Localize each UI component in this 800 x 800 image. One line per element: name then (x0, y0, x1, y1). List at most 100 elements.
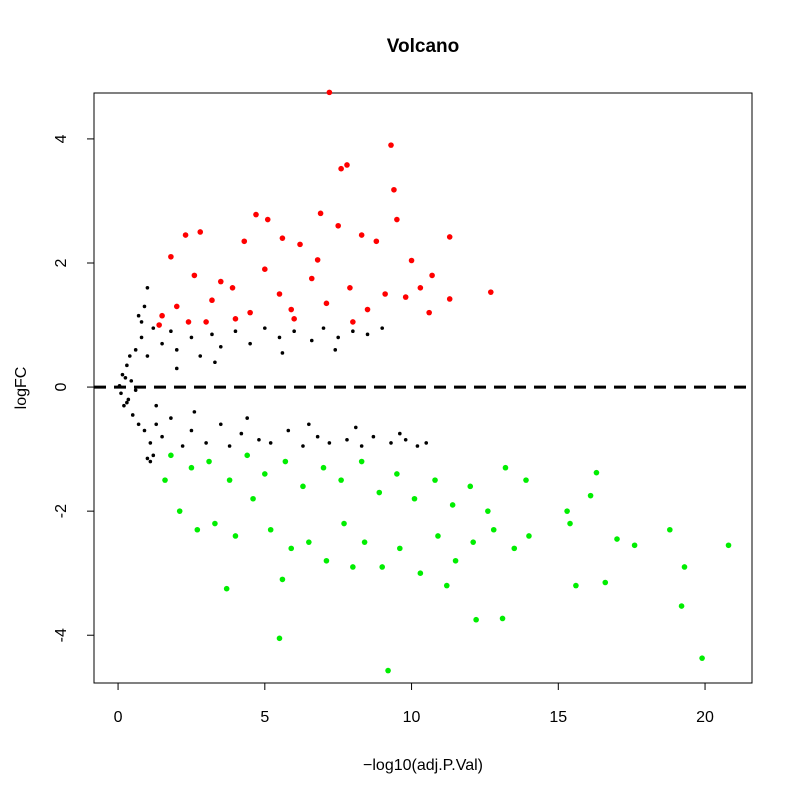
point (282, 458, 289, 465)
point (350, 564, 356, 570)
point (226, 477, 233, 483)
point (189, 428, 194, 433)
point (279, 235, 286, 241)
point (473, 616, 479, 623)
point (120, 372, 125, 377)
point (206, 458, 212, 465)
point (323, 300, 330, 307)
point (148, 459, 153, 464)
point (394, 216, 400, 223)
point (417, 285, 424, 291)
y-tick-label: 2 (53, 258, 70, 267)
y-tick-label: -4 (53, 628, 70, 642)
point (511, 545, 518, 552)
x-tick-label: 5 (260, 709, 269, 726)
point (359, 444, 364, 448)
point (245, 416, 250, 420)
point (263, 326, 267, 330)
point (361, 539, 368, 545)
point (197, 229, 204, 235)
point (314, 257, 321, 263)
point (365, 332, 370, 337)
point (567, 520, 573, 527)
point (587, 492, 594, 499)
point (139, 335, 144, 340)
point (446, 234, 453, 240)
point (470, 539, 476, 545)
point (350, 319, 356, 325)
point (174, 348, 179, 352)
point (136, 313, 141, 318)
point (125, 400, 129, 405)
point (145, 354, 150, 358)
point (264, 216, 271, 223)
point (198, 354, 203, 358)
point (446, 296, 453, 302)
point (122, 403, 126, 408)
point (154, 422, 159, 427)
point (321, 326, 326, 330)
point (250, 495, 256, 502)
point (203, 319, 209, 325)
point (499, 615, 506, 622)
point (288, 545, 295, 552)
point (614, 536, 620, 542)
point (232, 533, 239, 539)
point (699, 655, 705, 661)
point (452, 557, 459, 564)
point (341, 520, 347, 527)
point (156, 322, 162, 328)
point (379, 564, 386, 570)
point (217, 278, 224, 285)
point (160, 434, 164, 439)
point (288, 306, 295, 313)
x-tick-label: 15 (549, 709, 567, 726)
point (213, 360, 217, 365)
point (490, 526, 497, 533)
point (173, 303, 180, 310)
point (403, 438, 408, 442)
y-tick-label: 0 (53, 383, 70, 392)
point (257, 438, 261, 442)
point (128, 354, 132, 358)
point (307, 422, 311, 427)
point (389, 441, 393, 445)
point (277, 335, 282, 340)
point (218, 422, 223, 427)
point (347, 285, 353, 291)
point (432, 477, 438, 483)
point (279, 576, 286, 583)
point (364, 306, 371, 313)
point (276, 635, 283, 642)
point (424, 441, 429, 445)
x-axis-label: −log10(adj.P.Val) (363, 757, 483, 774)
point (189, 335, 194, 340)
point (435, 533, 441, 539)
point (380, 326, 385, 330)
point (280, 351, 285, 355)
point (678, 603, 685, 609)
point (291, 316, 297, 322)
point (306, 539, 312, 545)
point (223, 585, 230, 592)
point (174, 366, 179, 371)
point (397, 545, 403, 552)
point (338, 477, 344, 483)
point (429, 272, 435, 279)
point (123, 375, 128, 380)
point (239, 431, 244, 436)
point (244, 452, 251, 459)
point (394, 471, 400, 477)
point (292, 329, 296, 334)
point (162, 477, 168, 483)
point (182, 232, 189, 238)
point (485, 508, 491, 514)
point (159, 312, 165, 319)
point (417, 570, 424, 576)
point (262, 471, 268, 477)
point (338, 165, 344, 172)
point (168, 452, 174, 459)
point (188, 464, 195, 471)
point (602, 579, 609, 586)
